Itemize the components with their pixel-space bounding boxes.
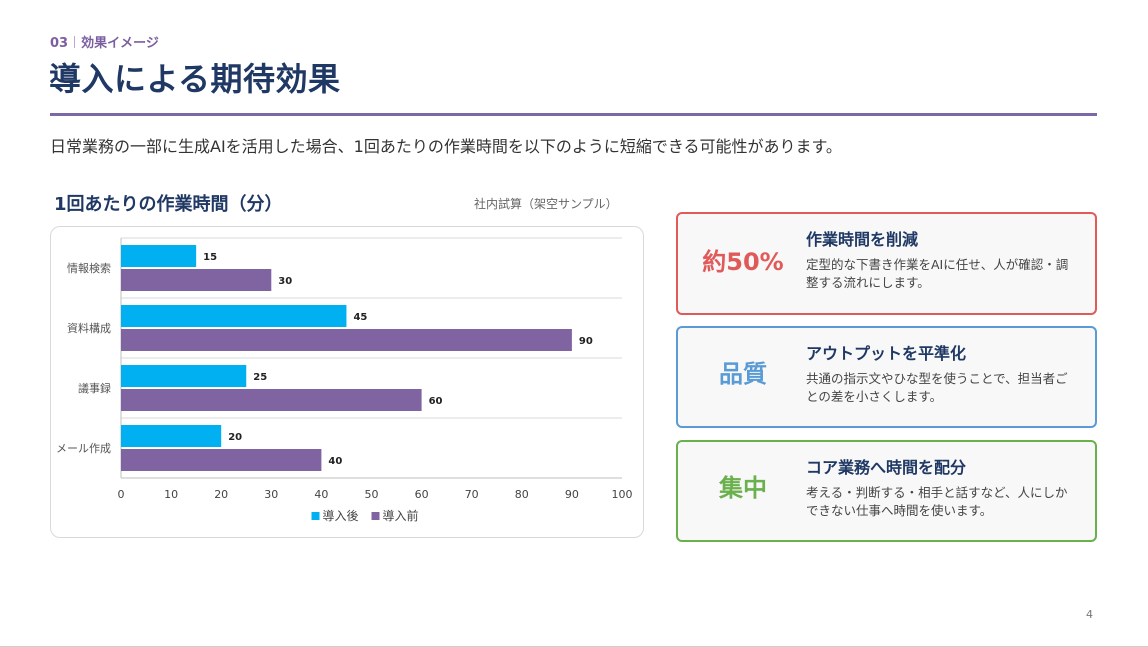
- effect-card-focus: 集中 コア業務へ時間を配分 考える・判断する・相手と話すなど、人にしかできない仕…: [676, 440, 1097, 542]
- card-body: 定型的な下書き作業をAIに任せ、人が確認・調整する流れにします。: [806, 257, 1069, 290]
- bar: [121, 425, 222, 447]
- section-eyebrow: 03 効果イメージ: [50, 32, 159, 51]
- card-body: 共通の指示文やひな型を使うことで、担当者ごとの差を小さくします。: [806, 371, 1068, 404]
- bar: [121, 365, 247, 387]
- x-tick-label: 40: [314, 488, 328, 501]
- chart-title: 1回あたりの作業時間（分）: [54, 194, 283, 215]
- page-title: 導入による期待効果: [49, 60, 341, 98]
- data-label: 40: [328, 456, 342, 467]
- bar: [121, 305, 347, 327]
- title-rule: [50, 113, 1097, 116]
- card-big-label: 品質: [719, 360, 767, 388]
- bar: [121, 329, 572, 351]
- data-label: 20: [228, 432, 242, 443]
- card-heading: 作業時間を削減: [806, 230, 919, 249]
- x-tick-label: 30: [264, 488, 278, 501]
- data-label: 45: [353, 312, 367, 323]
- bar: [121, 389, 422, 411]
- category-label: 資料構成: [67, 321, 111, 335]
- bar: [121, 449, 322, 471]
- section-label: 効果イメージ: [81, 36, 159, 51]
- effect-card-quality: 品質 アウトプットを平準化 共通の指示文やひな型を使うことで、担当者ごとの差を小…: [676, 326, 1097, 428]
- lead-text: 日常業務の一部に生成AIを活用した場合、1回あたりの作業時間を以下のように短縮で…: [50, 137, 842, 156]
- data-label: 90: [579, 336, 593, 347]
- effect-card-time: 約50% 作業時間を削減 定型的な下書き作業をAIに任せ、人が確認・調整する流れ…: [676, 212, 1097, 315]
- bar: [121, 245, 197, 267]
- card-big-label: 約50%: [702, 248, 784, 276]
- legend-swatch: [311, 512, 320, 520]
- data-label: 15: [203, 252, 217, 263]
- legend-label: 導入後: [323, 509, 359, 523]
- x-tick-label: 70: [465, 488, 479, 501]
- data-label: 30: [278, 276, 292, 287]
- card-heading: アウトプットを平準化: [806, 344, 967, 363]
- x-tick-label: 100: [612, 488, 633, 501]
- page-number: 4: [1086, 608, 1093, 621]
- card-big-label: 集中: [719, 474, 767, 502]
- category-label: 情報検索: [67, 261, 111, 275]
- category-label: メール作成: [56, 442, 111, 455]
- x-tick-label: 90: [565, 488, 579, 501]
- legend-label: 導入前: [383, 508, 419, 523]
- x-tick-label: 20: [214, 488, 228, 501]
- card-heading: コア業務へ時間を配分: [806, 458, 967, 477]
- category-label: 議事録: [78, 381, 111, 395]
- bar-chart: 情報検索 15 30 資料構成 45 90 議事録 25 60 メール作成 20 40 0 10 20 30 4…: [56, 237, 633, 523]
- x-tick-label: 0: [118, 488, 125, 501]
- x-tick-label: 50: [365, 488, 379, 501]
- section-number: 03: [50, 36, 69, 51]
- legend-swatch: [371, 512, 380, 520]
- bar: [121, 269, 272, 291]
- x-tick-label: 10: [164, 488, 178, 501]
- card-body: 考える・判断する・相手と話すなど、人にしかできない仕事へ時間を使います。: [806, 485, 1068, 518]
- x-tick-label: 80: [515, 488, 529, 501]
- chart-note: 社内試算（架空サンプル）: [474, 197, 618, 211]
- x-tick-label: 60: [415, 488, 429, 501]
- data-label: 60: [429, 396, 443, 407]
- eyebrow-divider: [74, 36, 76, 48]
- data-label: 25: [253, 372, 267, 383]
